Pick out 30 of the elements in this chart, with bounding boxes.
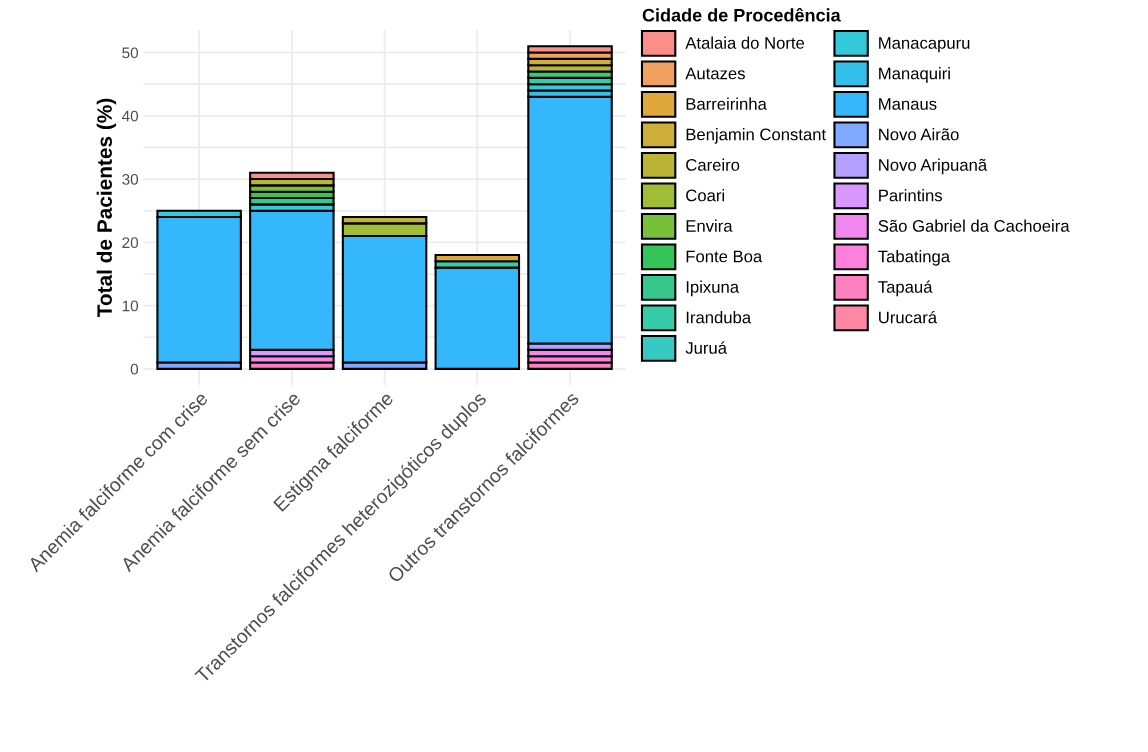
y-tick-label: 0 (130, 363, 139, 375)
y-tick-label: 50 (122, 47, 139, 59)
legend-label: Tapauá (878, 280, 933, 297)
legend-label: Coari (686, 189, 725, 202)
legend-title: Cidade de Procedência (642, 7, 841, 22)
legend-label: São Gabriel da Cachoeira (878, 219, 1070, 232)
y-tick-label: 20 (122, 237, 139, 249)
legend-label: Benjamin Constant (686, 128, 826, 144)
y-axis-title: Total de Pacientes (%) (96, 98, 117, 318)
legend-label: Tabatinga (878, 250, 951, 266)
legend-label: Urucará (879, 310, 938, 324)
legend-label: Manaus (879, 98, 937, 110)
legend-label: Novo Aripuanã (879, 158, 988, 175)
bar (434, 266, 521, 370)
legend-label: Atalaia do Norte (685, 36, 805, 49)
legend-label: Barreirinha (686, 97, 767, 110)
legend-label: Manacapuru (879, 37, 970, 53)
legend-label: Novo Airão (879, 128, 959, 141)
legend-label: Juruá (685, 341, 727, 354)
legend-label: Manaquiri (879, 67, 950, 83)
legend-label: Careiro (686, 158, 740, 171)
legend-label: Autazes (685, 67, 745, 80)
legend-label: Iranduba (686, 311, 752, 324)
legend-label: Ipixuna (686, 280, 740, 297)
legend-label: Parintins (879, 189, 943, 202)
legend-label: Fonte Boa (686, 250, 763, 263)
y-tick-label: 40 (122, 110, 139, 122)
legend-label: Envira (686, 219, 733, 232)
y-tick-label: 30 (122, 173, 139, 185)
y-tick-label: 10 (122, 300, 139, 312)
